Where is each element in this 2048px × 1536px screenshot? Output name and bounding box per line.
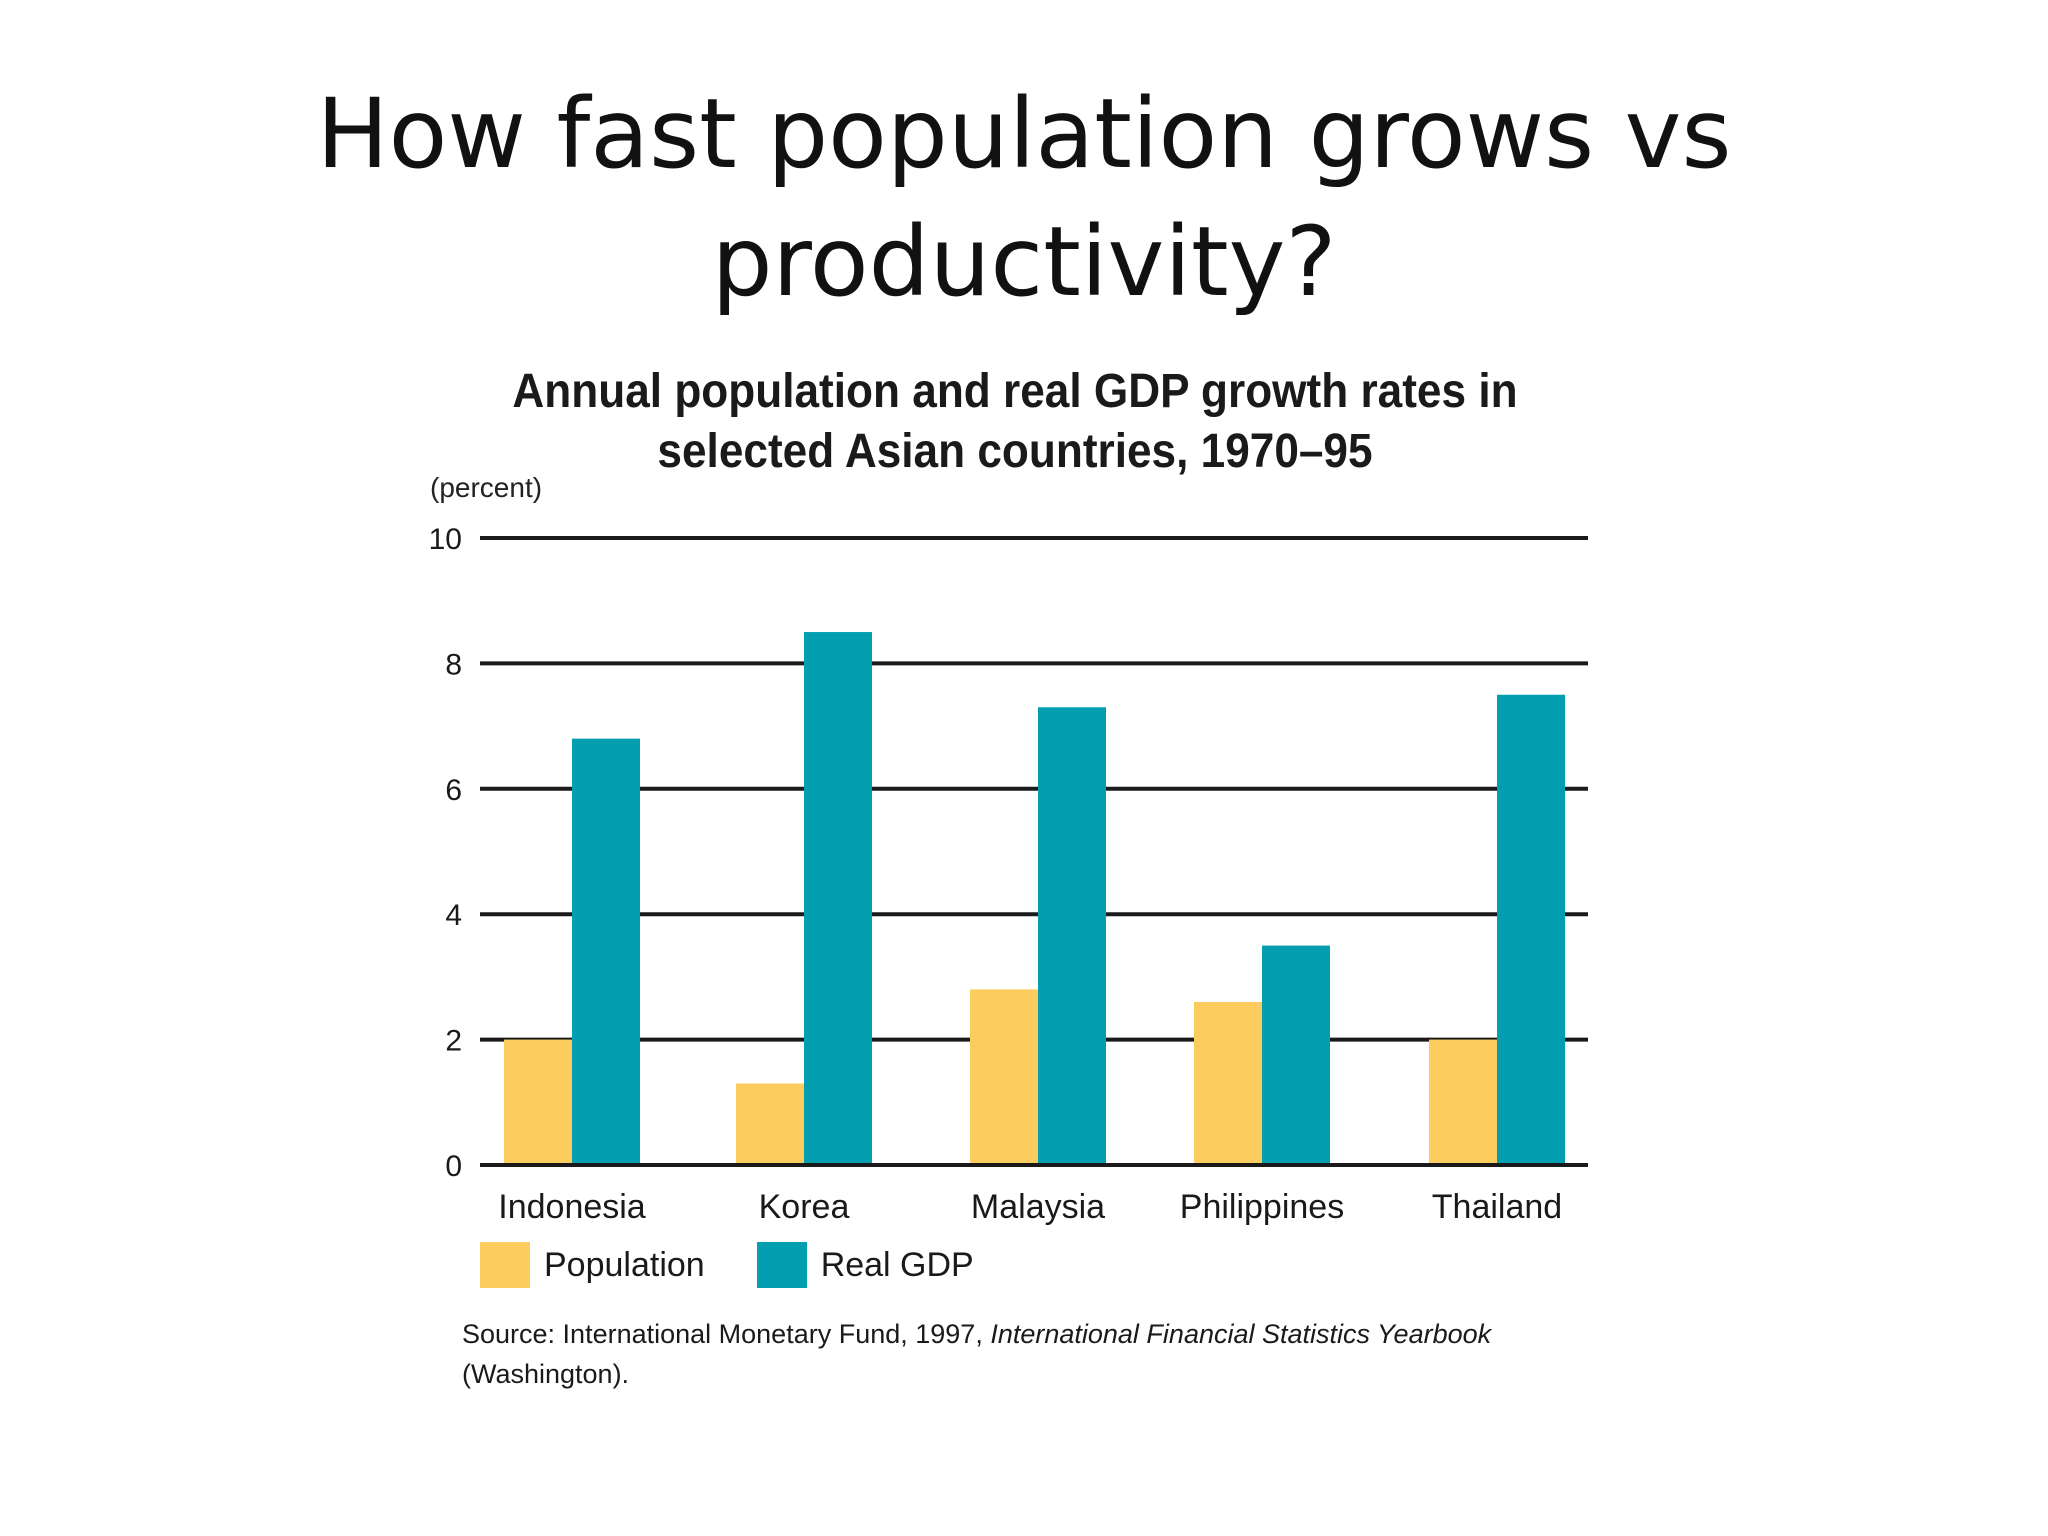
slide-title: How fast population grows vs productivit… [0,70,2048,326]
source-suffix: (Washington). [462,1359,630,1389]
slide-title-line-1: How fast population grows vs [316,78,1732,190]
bar-population-korea [736,1083,804,1165]
y-tick-label: 10 [429,523,462,556]
bar-population-indonesia [504,1039,572,1165]
slide-title-line-2: productivity? [711,206,1337,318]
bar-real-gdp-philippines [1262,945,1330,1165]
source-prefix: Source: International Monetary Fund, 199… [462,1319,991,1349]
bar-population-philippines [1194,1001,1262,1165]
legend-swatch-real-gdp [756,1242,807,1288]
x-tick-label: Indonesia [498,1188,646,1226]
y-tick-label: 4 [445,899,462,932]
legend-label-real-gdp: Real GDP [820,1245,974,1284]
bar-population-malaysia [970,989,1038,1165]
bar-real-gdp-malaysia [1038,707,1106,1165]
legend-item-real-gdp: Real GDP [756,1242,974,1288]
chart-title-line-2: selected Asian countries, 1970–95 [657,425,1373,478]
legend-item-population: Population [480,1242,705,1288]
legend-label-population: Population [544,1245,705,1284]
y-axis-unit-label: (percent) [430,472,543,503]
chart-legend: Population Real GDP [480,1240,1026,1290]
x-tick-label: Philippines [1180,1188,1344,1226]
y-tick-label: 6 [445,774,462,807]
y-tick-label: 2 [445,1025,462,1058]
y-tick-label: 8 [445,648,462,681]
chart-title-line-1: Annual population and real GDP growth ra… [512,365,1518,418]
legend-swatch-population [480,1242,530,1288]
bar-real-gdp-thailand [1497,694,1565,1165]
x-tick-label: Korea [759,1188,850,1226]
bar-chart: 0 2 4 6 8 10 Indonesia Korea Malaysia Philippines… [429,523,1588,1226]
y-tick-label: 0 [445,1150,462,1183]
chart-title: Annual population and real GDP growth ra… [357,362,1673,482]
x-tick-label: Thailand [1432,1188,1562,1226]
source-note: Source: International Monetary Fund, 199… [462,1314,1582,1394]
bar-real-gdp-indonesia [572,738,640,1165]
bar-population-thailand [1429,1039,1497,1165]
source-publication-title: International Financial Statistics Yearb… [990,1319,1492,1349]
x-tick-label: Malaysia [971,1188,1105,1226]
bar-real-gdp-korea [804,632,872,1165]
